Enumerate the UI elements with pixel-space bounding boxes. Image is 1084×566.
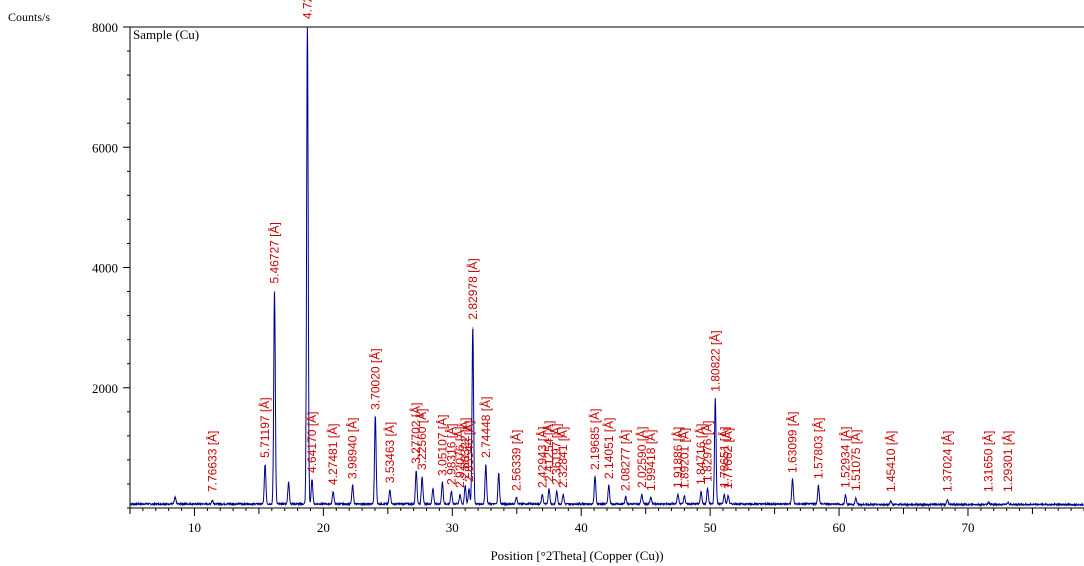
x-axis-label: Position [°2Theta] (Copper (Cu)) — [490, 548, 664, 563]
peak-label: 2.98316 [Å] — [443, 424, 458, 485]
peak-label: 1.52934 [Å] — [838, 427, 853, 488]
sample-label: Sample (Cu) — [133, 27, 200, 42]
peak-label: 1.57803 [Å] — [810, 418, 825, 479]
peak-label: 4.72270 [Å] — [299, 0, 314, 19]
peak-label: 2.08277 [Å] — [618, 430, 633, 491]
peak-label: 4.64170 [Å] — [304, 412, 319, 473]
peak-label: 1.82976 [Å] — [700, 421, 715, 482]
x-tick-label: 10 — [188, 520, 201, 535]
axes: 10 20 30 40 50 60 70 2000 4000 6000 8000 — [92, 20, 1084, 535]
peak-label: 2.42943 [Å] — [534, 427, 549, 488]
x-tick-label: 60 — [833, 520, 846, 535]
peak-label: 2.92076 [Å] — [452, 427, 467, 488]
y-tick-label: 2000 — [92, 381, 118, 396]
peak-label: 1.78651 [Å] — [716, 427, 731, 488]
y-tick-label: 4000 — [92, 261, 118, 276]
peak-label: 2.85546 [Å] — [461, 421, 476, 482]
peak-label: 2.19685 [Å] — [587, 409, 602, 470]
peak-label: 3.22560 [Å] — [414, 409, 429, 470]
peak-label: 2.88322 [Å] — [457, 418, 472, 479]
peak-label: 2.36197 [Å] — [549, 424, 564, 485]
peak-label: 1.37024 [Å] — [939, 431, 954, 492]
peak-label: 1.84716 [Å] — [693, 424, 708, 485]
peak-label: 5.46727 [Å] — [267, 222, 282, 283]
peak-label: 2.56339 [Å] — [508, 430, 523, 491]
peak-label: 4.27481 [Å] — [325, 424, 340, 485]
peak-label: 2.02590 [Å] — [634, 427, 649, 488]
peak-label: 1.77662 [Å] — [720, 428, 735, 489]
peak-label: 5.71197 [Å] — [257, 397, 272, 458]
peak-label: 2.32841 [Å] — [555, 427, 570, 488]
y-tick-label: 8000 — [92, 20, 118, 35]
trace-group — [129, 26, 1084, 508]
x-tick-label: 20 — [317, 520, 330, 535]
peak-label: 7.76633 [Å] — [204, 431, 219, 492]
peak-label: 3.70020 [Å] — [367, 348, 382, 409]
peak-label: 2.82978 [Å] — [465, 258, 480, 319]
peak-label: 1.29301 [Å] — [1000, 431, 1015, 492]
peak-label: 1.51075 [Å] — [848, 430, 863, 491]
x-tick-label: 40 — [575, 520, 588, 535]
peak-label: 1.99418 [Å] — [643, 430, 658, 491]
peak-label: 1.45410 [Å] — [883, 431, 898, 492]
x-tick-label: 70 — [961, 520, 974, 535]
y-axis-unit-label: Counts/s — [8, 10, 51, 24]
peak-label: 3.05107 [Å] — [434, 415, 449, 476]
x-tick-label: 50 — [704, 520, 717, 535]
peak-label: 1.31650 [Å] — [981, 431, 996, 492]
peak-label: 3.98940 [Å] — [345, 418, 360, 479]
x-tick-label: 30 — [446, 520, 459, 535]
peak-label: 3.27702 [Å] — [408, 403, 423, 464]
xrd-trace-line — [129, 26, 1084, 508]
peak-label: 3.53463 [Å] — [382, 422, 397, 483]
peak-label: 2.74448 [Å] — [478, 397, 493, 458]
peak-label: 2.41254 [Å] — [541, 421, 556, 482]
peak-label: 2.14051 [Å] — [601, 418, 616, 479]
peak-label: 1.91886 [Å] — [670, 427, 685, 488]
y-tick-label: 6000 — [92, 140, 118, 155]
peak-label: 1.80822 [Å] — [707, 330, 722, 391]
peak-label: 1.89201 [Å] — [676, 428, 691, 489]
peak-label: 1.63099 [Å] — [785, 412, 800, 473]
peak-labels-group: 7.76633 [Å] 5.71197 [Å] 5.46727 [Å] 4.72270… — [204, 0, 1015, 492]
